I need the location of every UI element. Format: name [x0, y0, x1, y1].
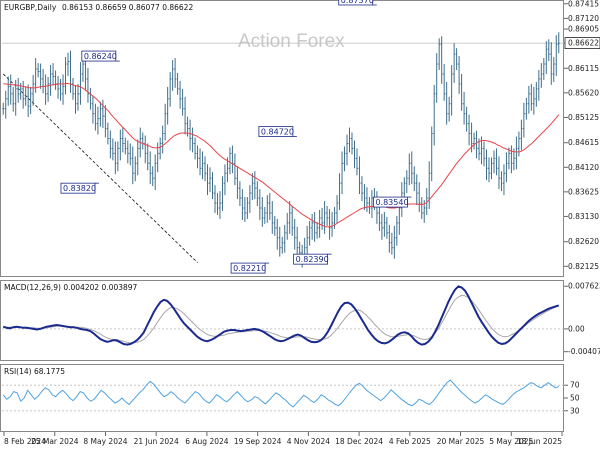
- time-tick-label: 20 Mar 2025: [437, 437, 485, 446]
- time-tick-label: 6 Aug 2024: [185, 437, 228, 446]
- price-label: 0.82390: [296, 255, 329, 264]
- price-label-box: [81, 50, 117, 62]
- time-tick-label: 5 May 2025: [489, 437, 533, 446]
- macd-signal-line: [3, 294, 556, 344]
- price-tick-label: 0.84120: [568, 163, 599, 172]
- price-label: 0.87370: [341, 0, 374, 5]
- time-tick-label: 4 Nov 2024: [287, 437, 330, 446]
- price-tick-label: 0.83625: [568, 187, 599, 196]
- time-tick-label: 18 Dec 2024: [335, 437, 383, 446]
- current-price-box: [564, 37, 600, 49]
- moving-average: [3, 82, 560, 228]
- price-tick-label: 0.82125: [568, 262, 599, 271]
- price-label-box: [373, 196, 408, 208]
- price-axis: 0.87415 0.87120 0.86905 0.86622 0.86115 0.856…: [564, 0, 600, 271]
- rsi-title: RSI(14) 68.1775: [4, 367, 65, 376]
- rsi-tick-label: 50: [570, 394, 580, 403]
- macd-title: MACD(12,26,9) 0.004202 0.003897: [4, 283, 138, 292]
- price-title: EURGBP,Daily: [4, 3, 57, 12]
- price-label: 0.83540: [375, 198, 408, 207]
- time-tick-label: 8 Feb 2024: [4, 437, 46, 446]
- rsi-tick-label: 70: [570, 381, 580, 390]
- macd-panel: [0, 280, 564, 361]
- price-tick-label: 0.86115: [568, 64, 599, 73]
- macd-tick-label: 0.007623: [568, 282, 600, 291]
- time-tick-label: 19 Sep 2024: [234, 437, 282, 446]
- price-label: 0.82210: [233, 264, 266, 273]
- price-panel: [0, 0, 564, 277]
- rsi-line: [2, 379, 564, 412]
- time-tick-label: 21 Jun 2024: [134, 437, 179, 446]
- price-label-box: [60, 182, 96, 194]
- trend-line-segment: [2, 73, 198, 263]
- price-label-box: [258, 126, 294, 137]
- ohlc-header: 0.86153 0.86659 0.86077 0.86622: [62, 3, 193, 12]
- price-label-box: [230, 262, 266, 274]
- time-tick-label: 4 Feb 2025: [389, 437, 431, 446]
- price-label: 0.84720: [261, 128, 294, 137]
- macd-tick-label: -0.004073: [568, 347, 600, 356]
- ma-line: [3, 82, 560, 228]
- rsi-axis: 70 50 30: [564, 381, 580, 415]
- rsi-series-line: [2, 379, 559, 408]
- price-tick-label: 0.86905: [568, 25, 599, 34]
- price-tick-label: 0.85620: [568, 88, 599, 97]
- price-tick-label: 0.87120: [568, 14, 599, 23]
- price-label-box: [293, 253, 329, 265]
- price-tick-label: 0.83130: [568, 212, 599, 221]
- price-tick-label: 0.84615: [568, 138, 599, 147]
- price-bars: [2, 32, 560, 268]
- price-label-box: [338, 0, 374, 6]
- macd-main-line: [2, 285, 560, 346]
- watermark: Action Forex: [238, 31, 345, 52]
- price-tick-label: 0.87415: [568, 0, 599, 8]
- price-labels: 0.86240 0.83820 0.84720 0.82210 0.82390 0.873…: [60, 0, 412, 274]
- price-tick-label: 0.86622: [568, 39, 599, 48]
- time-tick-label: 8 May 2024: [83, 437, 127, 446]
- macd-tick-label: 0.00: [568, 324, 585, 333]
- price-tick-label: 0.82620: [568, 237, 599, 246]
- rsi-tick-label: 30: [570, 406, 580, 415]
- macd-axis: 0.007623 0.00 -0.004073: [564, 282, 600, 356]
- price-tick-label: 0.85125: [568, 113, 599, 122]
- price-label: 0.86240: [84, 52, 117, 61]
- macd-lines: [2, 285, 564, 346]
- time-tick-label: 25 Mar 2024: [31, 437, 79, 446]
- price-label: 0.83820: [63, 184, 96, 193]
- trend-line: [2, 73, 198, 263]
- time-tick-label: 18 Jun 2025: [517, 437, 562, 446]
